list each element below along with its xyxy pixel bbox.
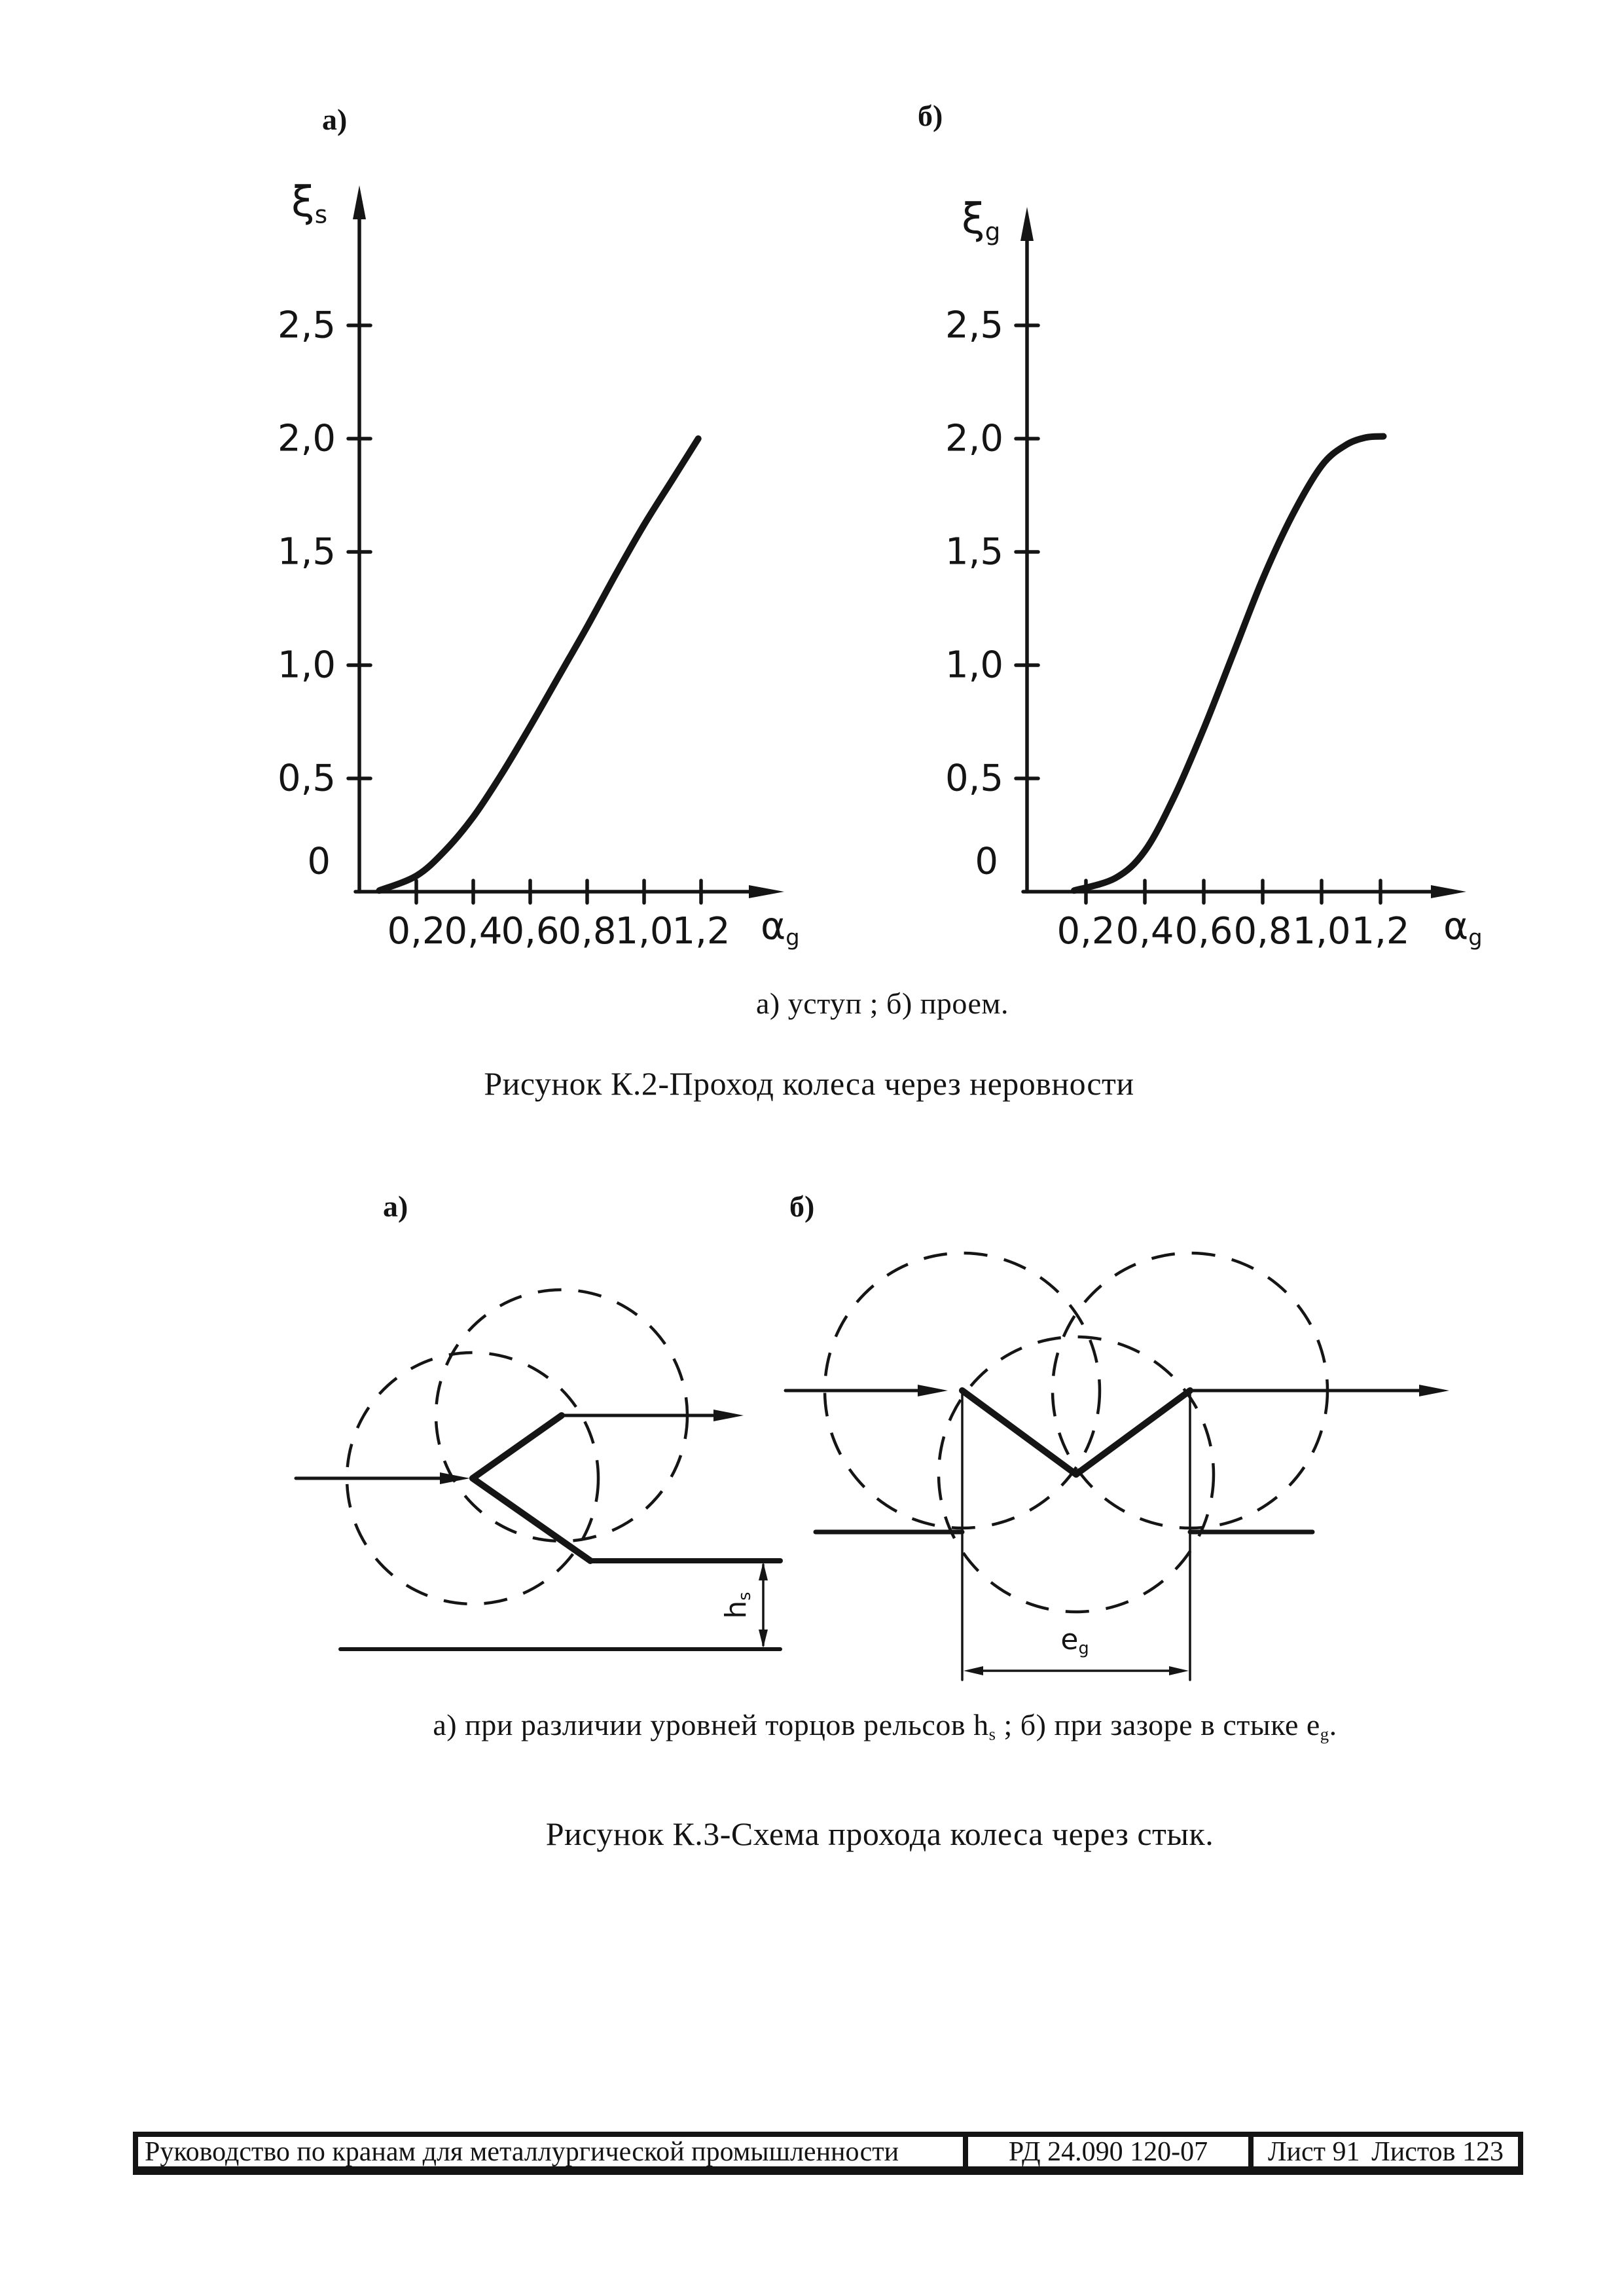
k3a-hs-dim-arrow-bottom [759,1630,768,1648]
k2b-y-tick-label: 0,5 [945,757,1003,800]
k2b-x-axis-subscript: g [1468,924,1483,951]
k2a-x-tick-label: 1,2 [672,910,731,953]
k2-panel-b-label: б) [918,99,943,132]
k3a-contact-line [469,1475,594,1564]
k2b-y-tick-label: 1,0 [945,644,1003,687]
figure-k2-subcaption: а) уступ ; б) проем. [756,987,1009,1020]
k2a-y-axis-subscript: s [314,200,328,229]
k3b-center-path-up [1073,1387,1193,1478]
k2b-x-tick-label: 0,2 [1056,910,1115,953]
k3a-dimension-symbol: h [719,1600,753,1619]
figure-k3-subcaption: а) при различии уровней торцов рельсов h… [433,1707,1337,1744]
k2b-x-tick-label: 1,2 [1351,910,1410,953]
k2b-y-tick-label: 2,5 [945,304,1003,347]
k3b-approach-arrow [918,1385,948,1396]
figure-k2-title: Рисунок К.2-Проход колеса через неровнос… [484,1065,1134,1102]
k3a-approach-arrow [440,1472,470,1484]
k2a-x-tick-label: 0,2 [387,910,446,953]
footer-document-title: Руководство по кранам для металлургическ… [138,2137,968,2166]
k2a-y-tick-label: 2,0 [277,417,336,460]
footer-sheet-info: Лист 91 Листов 123 [1254,2137,1518,2166]
k2b-y-axis-subscript: g [984,217,1001,246]
k2a-x-tick-label: 1,0 [615,910,674,953]
k2a-curve [376,435,702,894]
k2a-y-tick-label: 1,0 [277,644,336,687]
k3-subcaption-text-b: ; б) при зазоре в стыке [996,1708,1307,1741]
k3b-eg-dim-arrow-left [964,1666,983,1675]
k3-subcaption-subscript-g: g [1320,1724,1329,1744]
k2a-x-tick-label: 0,6 [501,910,560,953]
k2b-y-axis-symbol: ξ [962,195,985,244]
k3-subcaption-subscript-s: s [988,1724,996,1744]
k2a-y-tick-label: 0 [307,840,331,883]
k3a-exit-arrow [713,1410,744,1421]
k3b-exit-arrow [1419,1385,1449,1396]
k2b-y-tick-label: 1,5 [945,530,1003,574]
k3b-dimension-symbol: e [1060,1622,1079,1656]
k3a-dimension-subscript: s [735,1592,755,1601]
k2b-x-tick-label: 0,6 [1174,910,1233,953]
k2b-curve [1071,433,1387,894]
k2a-x-tick-label: 0,8 [558,910,617,953]
k3b-dimension-label-eg: eg [1060,1623,1089,1658]
k2a-x-axis-symbol: α [761,903,786,948]
k3-panel-a-label: а) [383,1190,408,1223]
k3a-center-path [469,1412,565,1482]
footer-sheet-number: Лист 91 [1268,2137,1360,2166]
footer-document-number: РД 24.090 120-07 [968,2137,1254,2166]
k2a-y-axis-label: ξs [291,178,327,228]
k2a-x-tick-label: 0,4 [444,910,503,953]
k3b-wheel-position-middle [937,1335,1216,1614]
k3-subcaption-period: . [1329,1708,1337,1741]
k2a-x-axis-subscript: g [785,924,800,951]
k2b-y-axis-arrow [1020,207,1034,241]
k2b-x-axis-label: αg [1443,903,1483,950]
footer-sheet-count: Листов 123 [1371,2137,1504,2166]
k2-panel-a-label: а) [322,103,348,136]
k3-subcaption-text-a: а) при различии уровней торцов рельсов [433,1708,974,1741]
k2b-x-axis-symbol: α [1443,903,1469,948]
k2a-x-axis-arrow [749,885,784,898]
figure-k3-title: Рисунок К.3-Схема прохода колеса через с… [545,1815,1214,1852]
k2b-x-tick-label: 0,4 [1115,910,1174,953]
k3a-dimension-label-hs: hs [719,1592,755,1618]
k3b-eg-dim-arrow-right [1169,1666,1189,1675]
k3-panel-b-label: б) [789,1190,815,1223]
k2a-y-axis-symbol: ξ [291,178,315,227]
footer-title-block: Руководство по кранам для металлургическ… [133,2132,1523,2175]
k2b-x-axis-arrow [1431,885,1466,898]
k2a-y-tick-label: 0,5 [277,757,336,800]
k2a-y-axis-arrow [353,185,366,219]
k2a-y-tick-label: 2,5 [277,304,336,347]
k2a-y-tick-label: 1,5 [277,530,336,574]
k3-subcaption-symbol-e: e [1306,1708,1320,1741]
k3b-center-path-down [959,1387,1079,1478]
k2a-x-axis-label: αg [761,903,800,950]
k2b-x-tick-label: 1,0 [1292,910,1351,953]
k2b-y-tick-label: 2,0 [945,417,1003,460]
k2b-y-tick-label: 0 [975,840,998,883]
k3b-dimension-subscript: g [1078,1639,1089,1659]
k3-subcaption-symbol-h: h [973,1708,989,1741]
k2b-x-tick-label: 0,8 [1233,910,1292,953]
k2b-y-axis-label: ξg [962,195,1000,246]
k3a-wheel-position-1 [345,1351,600,1606]
k3a-hs-dim-arrow-top [759,1562,768,1580]
